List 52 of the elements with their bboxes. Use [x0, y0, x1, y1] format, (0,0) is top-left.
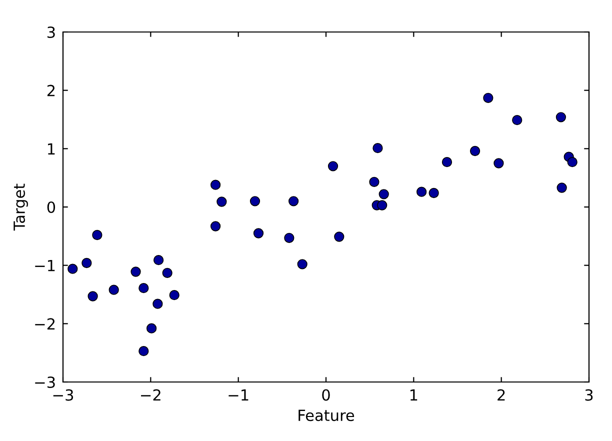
x-tick-label: 2: [498, 389, 505, 401]
point: [92, 230, 102, 240]
point: [328, 161, 338, 172]
x-tick-label: 0: [322, 389, 330, 401]
point: [210, 180, 221, 190]
point: [153, 255, 164, 266]
point: [108, 284, 119, 295]
point: [372, 143, 383, 154]
point: [297, 259, 308, 270]
point: [250, 196, 260, 206]
x-tick-label: −1: [228, 389, 248, 401]
y-tick-label: −3: [35, 376, 55, 388]
point: [130, 266, 141, 277]
point: [210, 221, 221, 232]
point: [483, 92, 494, 103]
point: [470, 146, 480, 156]
point: [284, 232, 294, 243]
point: [162, 268, 172, 278]
point: [68, 264, 78, 274]
x-tick-label: 1: [410, 389, 418, 401]
point: [428, 188, 439, 198]
x-tick-label: −2: [141, 389, 160, 401]
point: [416, 186, 427, 197]
point: [88, 291, 98, 302]
y-tick-label: −2: [35, 318, 55, 330]
point: [146, 323, 157, 334]
point: [369, 176, 380, 187]
point: [169, 290, 180, 300]
y-tick-label: 3: [48, 26, 55, 38]
point: [556, 182, 567, 193]
point: [138, 346, 149, 356]
point: [494, 158, 504, 168]
y-tick-label: 1: [48, 143, 55, 154]
point: [334, 232, 344, 242]
y-tick-label: −1: [35, 260, 55, 272]
point: [216, 196, 227, 207]
x-axis-title: Feature: [298, 410, 354, 422]
point: [378, 189, 389, 200]
point: [377, 200, 388, 210]
point: [138, 283, 149, 294]
point: [512, 115, 522, 126]
x-tick-label: 3: [585, 389, 593, 401]
point: [288, 196, 299, 206]
y-tick-label: 0: [47, 201, 56, 214]
point: [442, 157, 452, 168]
point: [567, 157, 578, 168]
point: [556, 112, 566, 122]
y-tick-label: 2: [47, 84, 55, 96]
point: [82, 258, 92, 268]
point: [253, 228, 264, 238]
point: [152, 298, 163, 309]
y-axis-title: Target: [14, 184, 28, 231]
